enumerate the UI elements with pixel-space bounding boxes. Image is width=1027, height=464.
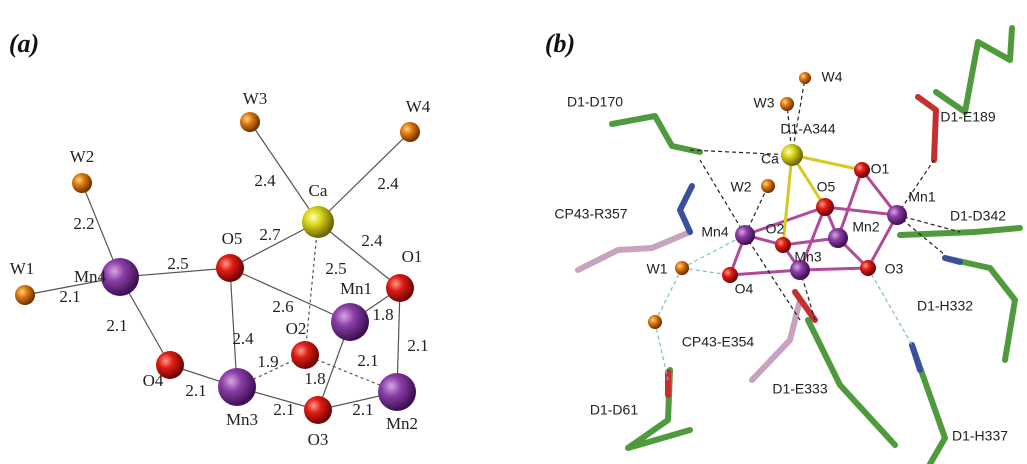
atom <box>675 261 689 275</box>
h-bond <box>745 235 800 320</box>
atom-label: W1 <box>10 259 35 278</box>
atom <box>291 341 319 369</box>
atom <box>400 122 420 142</box>
structure-label: D1-H332 <box>917 298 973 314</box>
distance-label: 2.1 <box>59 287 80 306</box>
atom <box>378 373 416 411</box>
atom <box>218 368 256 406</box>
structure-label: O5 <box>817 179 836 195</box>
structure-label: O4 <box>735 281 754 297</box>
atom-label: W2 <box>70 147 95 166</box>
atom-label: Mn3 <box>226 410 258 429</box>
distance-label: 2.4 <box>377 174 399 193</box>
atom-label: Mn2 <box>386 414 418 433</box>
atom <box>816 198 834 216</box>
h-bond <box>868 268 912 345</box>
atom <box>887 205 907 225</box>
atom <box>799 72 811 84</box>
atom <box>735 225 755 245</box>
structure-label: D1-E333 <box>772 381 827 397</box>
h-bond <box>655 322 668 380</box>
structure-label: D1-D61 <box>590 402 638 418</box>
labels: (a) (b) W3 W4 W2 W1 Mn4 Ca O5 O1 Mn1 O2 O4 Mn3 O3 Mn2 2.… <box>9 29 1008 449</box>
structure-label: D1-D342 <box>950 208 1006 224</box>
structure-label: Mn2 <box>852 219 879 235</box>
distance-label: 1.9 <box>257 352 278 371</box>
atom-label: O5 <box>222 229 243 248</box>
structure-label: W2 <box>731 179 752 195</box>
structure-label: D1-A344 <box>780 121 835 137</box>
atom <box>761 179 775 193</box>
atom <box>331 303 369 341</box>
atom <box>780 97 794 111</box>
atom <box>304 396 332 424</box>
atom-label: W3 <box>243 89 268 108</box>
atom <box>240 112 260 132</box>
structure-label: Mn4 <box>701 224 728 240</box>
structure-label: W4 <box>822 69 843 85</box>
atom-label: O3 <box>308 430 329 449</box>
distance-label: 2.6 <box>272 297 293 316</box>
structure-label: D1-D170 <box>567 94 623 110</box>
distance-label: 2.1 <box>185 381 206 400</box>
atom <box>302 206 334 238</box>
structure-label: O1 <box>871 161 890 177</box>
distance-label: 2.4 <box>361 231 383 250</box>
residue-sticks <box>578 28 1020 464</box>
distance-label: 2.2 <box>73 214 94 233</box>
structure-label: W3 <box>754 95 775 111</box>
cluster-bond <box>783 155 792 245</box>
atom <box>860 260 876 276</box>
atom-label: Mn4 <box>74 267 107 286</box>
atom-label: Ca <box>309 181 328 200</box>
atom <box>15 285 35 305</box>
structure-label: O3 <box>885 261 904 277</box>
atom <box>775 237 791 253</box>
distance-label: 2.1 <box>357 351 378 370</box>
structure-label: W1 <box>647 261 668 277</box>
atom-label: W4 <box>406 97 431 116</box>
distance-label: 1.8 <box>304 369 325 388</box>
figure: (a) (b) W3 W4 W2 W1 Mn4 Ca O5 O1 Mn1 O2 O4 Mn3 O3 Mn2 2.… <box>0 0 1027 464</box>
h-bond <box>792 78 805 155</box>
structure-label: Mn1 <box>908 189 935 205</box>
structure-label: CP43-R357 <box>554 206 627 222</box>
atom <box>854 162 870 178</box>
distance-label: 2.1 <box>407 336 428 355</box>
atom-label: O2 <box>286 319 307 338</box>
distance-label: 2.7 <box>259 225 281 244</box>
distance-label: 2.4 <box>254 171 276 190</box>
structure-label: CP43-E354 <box>682 334 755 350</box>
cluster-bond <box>800 268 868 270</box>
structure-label: D1-E189 <box>940 109 995 125</box>
atom <box>781 144 803 166</box>
distance-label: 2.1 <box>273 400 294 419</box>
distance-label: 2.5 <box>167 254 188 273</box>
cluster-bond <box>730 270 800 275</box>
structure-label: Mn3 <box>794 249 821 265</box>
cluster-bond <box>825 207 897 215</box>
atom <box>386 274 414 302</box>
distance-label: 2.1 <box>352 400 373 419</box>
atom <box>72 173 92 193</box>
distance-label: 1.8 <box>372 305 393 324</box>
structure-label: D1-H337 <box>952 428 1008 444</box>
atom <box>216 254 244 282</box>
atom-label: O4 <box>143 371 164 390</box>
structure-label: O2 <box>766 221 785 237</box>
atom <box>101 258 139 296</box>
bond-dashed <box>305 222 318 355</box>
structure-label: Ca <box>761 151 779 167</box>
panel-label: (b) <box>545 29 575 58</box>
atom-label: O1 <box>402 247 423 266</box>
atom-label: Mn1 <box>340 279 372 298</box>
distance-label: 2.1 <box>106 316 127 335</box>
distance-label: 2.5 <box>325 259 346 278</box>
distance-label: 2.4 <box>232 329 254 348</box>
panel-label: (a) <box>9 29 39 58</box>
atom <box>648 315 662 329</box>
atom <box>828 228 848 248</box>
